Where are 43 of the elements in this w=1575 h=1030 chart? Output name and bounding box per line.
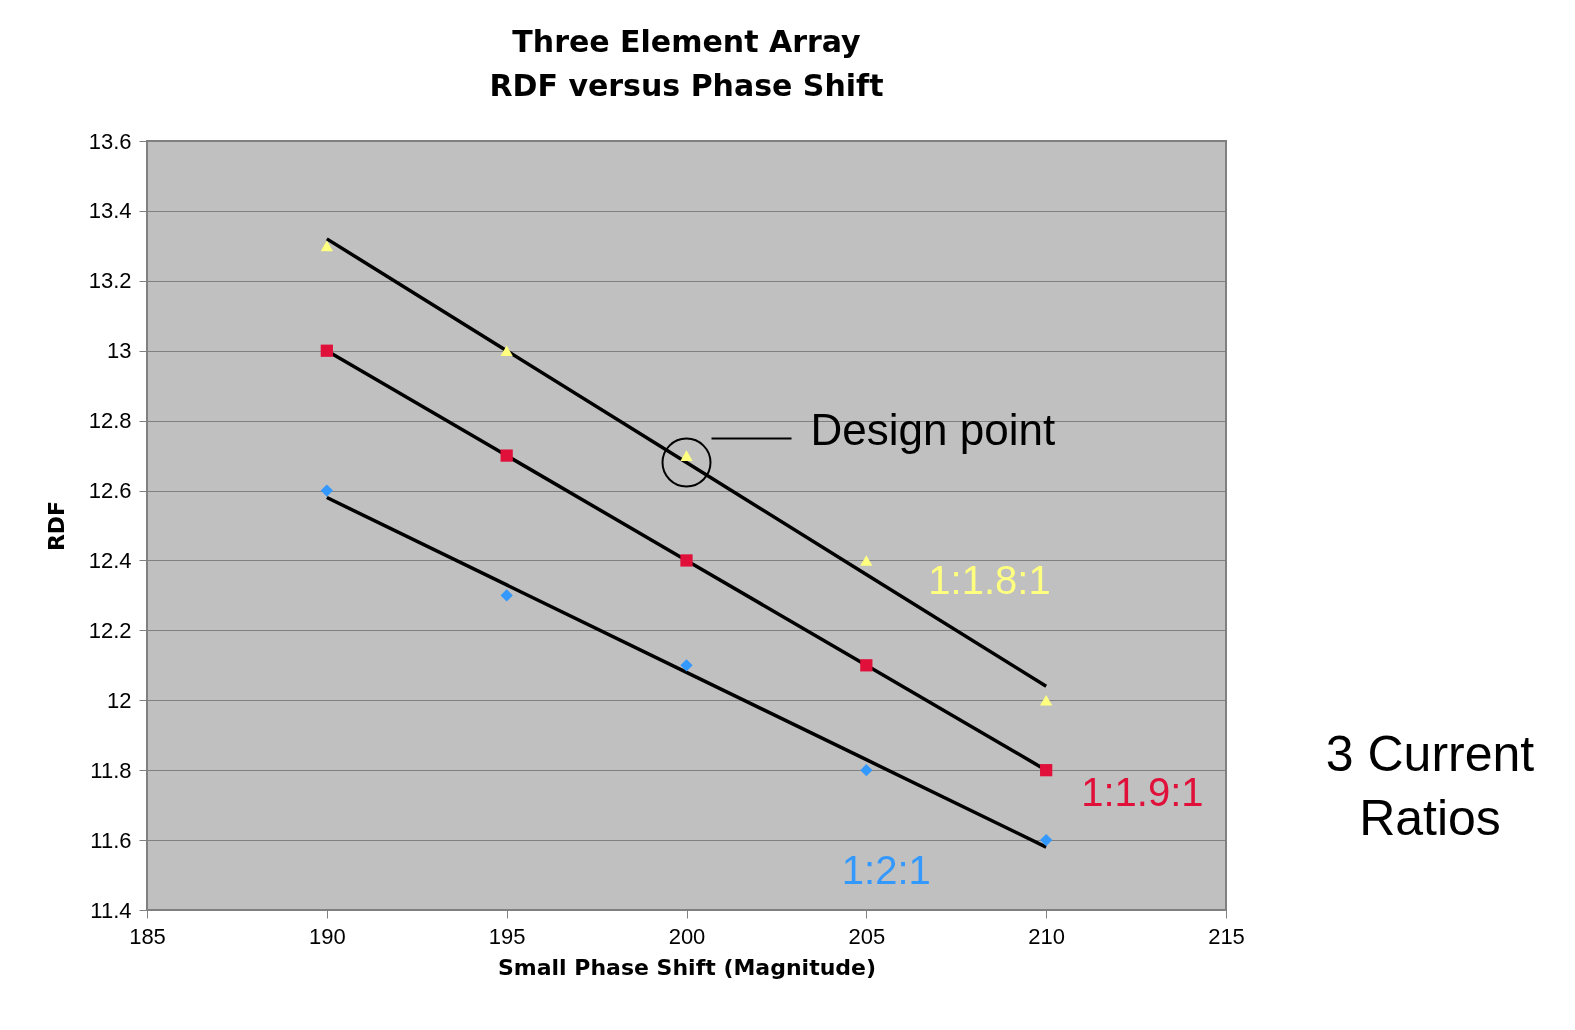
y-axis-title: RDF xyxy=(43,500,69,552)
x-tick-label: 185 xyxy=(129,923,166,949)
point xyxy=(680,450,693,461)
point xyxy=(860,659,873,672)
series-label: 1:2:1 xyxy=(841,848,931,893)
point xyxy=(860,555,873,566)
point xyxy=(500,449,513,462)
annotation: Design point xyxy=(810,404,1056,454)
y-tick-label: 13.4 xyxy=(88,198,132,224)
x-tick-label: 190 xyxy=(308,923,346,949)
point xyxy=(320,344,333,357)
point xyxy=(860,764,873,777)
series-label: 1:1.9:1 xyxy=(1081,770,1204,815)
point xyxy=(680,659,693,672)
y-tick-label: 12.2 xyxy=(88,617,132,643)
y-tick-label: 13 xyxy=(107,338,132,364)
x-tick-label: 205 xyxy=(848,923,886,949)
y-tick-label: 12.8 xyxy=(88,408,132,434)
x-axis-title: Small Phase Shift (Magnitude) xyxy=(497,954,877,980)
y-tick-label: 12.4 xyxy=(88,547,132,573)
point xyxy=(661,437,712,488)
x-tick-label: 215 xyxy=(1208,923,1245,949)
x-tick-label: 210 xyxy=(1028,923,1066,949)
point xyxy=(500,589,513,602)
point xyxy=(320,484,333,497)
x-tick-label: 200 xyxy=(668,923,706,949)
y-tick-label: 11.6 xyxy=(90,827,132,853)
y-tick-label: 11.8 xyxy=(90,757,132,783)
y-tick-label: 11.4 xyxy=(90,897,132,923)
chart-title: Three Element Array RDF versus Phase Shift xyxy=(489,24,884,103)
x-tick-label: 195 xyxy=(488,923,526,949)
y-tick-label: 13.2 xyxy=(88,268,132,294)
y-tick-label: 12.6 xyxy=(88,478,132,504)
series-label: 1:1.8:1 xyxy=(928,558,1051,603)
point xyxy=(1040,764,1053,777)
point xyxy=(1040,833,1053,847)
point xyxy=(500,345,513,357)
point xyxy=(680,554,693,567)
text: 3 Current Ratios xyxy=(1324,725,1536,848)
y-tick-label: 12 xyxy=(107,687,132,713)
y-tick-label: 13.6 xyxy=(88,128,132,154)
point xyxy=(1040,694,1053,706)
point xyxy=(320,240,333,252)
